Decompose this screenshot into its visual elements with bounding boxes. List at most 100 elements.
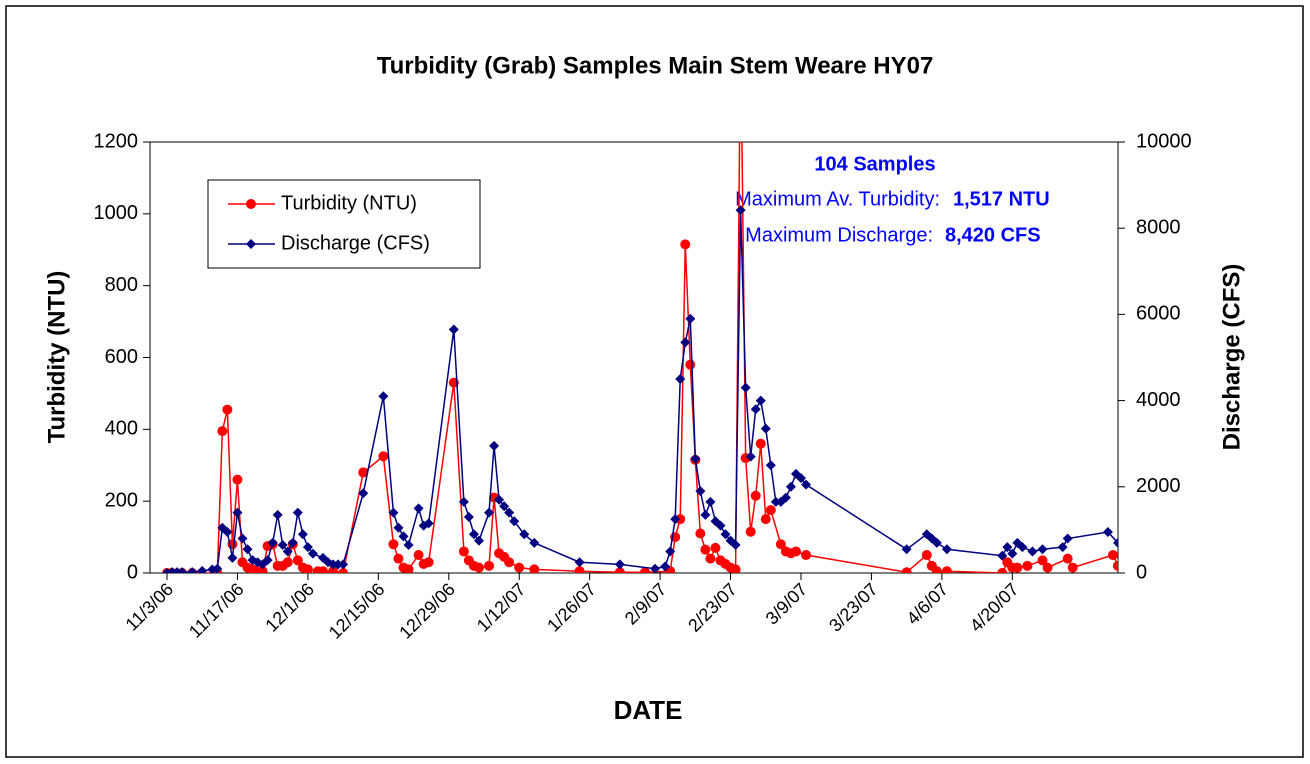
data-point (680, 239, 691, 250)
data-point (745, 526, 756, 537)
data-point (217, 426, 228, 437)
data-point (267, 537, 278, 548)
data-point (473, 535, 484, 546)
data-point (222, 527, 233, 538)
data-point (755, 395, 766, 406)
legend-box (207, 179, 481, 269)
data-point (780, 492, 791, 503)
y-tick-label: 800 (105, 274, 138, 296)
data-point (705, 553, 716, 564)
data-point (680, 337, 691, 348)
data-point (710, 542, 721, 553)
data-point (413, 503, 424, 514)
data-point (484, 507, 495, 518)
data-point (393, 522, 404, 533)
data-point (338, 568, 349, 573)
data-point (801, 550, 812, 561)
data-point (796, 473, 806, 484)
data-point (212, 563, 223, 573)
chart-title: Turbidity (Grab) Samples Main Stem Weare… (377, 52, 934, 79)
data-point (499, 501, 510, 512)
data-point (760, 423, 771, 434)
data-point (378, 451, 389, 462)
data-point (1037, 555, 1048, 566)
data-point (640, 567, 651, 573)
data-point (755, 438, 766, 449)
data-point (931, 566, 942, 573)
data-point (292, 507, 303, 518)
data-point (287, 537, 298, 548)
data-point (785, 481, 796, 492)
data-point (177, 567, 188, 573)
data-point (1037, 544, 1048, 555)
data-point (750, 490, 761, 501)
data-point (750, 404, 761, 415)
y2-tick-label: 10000 (1136, 130, 1192, 152)
y-tick-label: 1000 (94, 202, 139, 224)
data-point (775, 539, 786, 550)
data-point (1113, 560, 1118, 571)
data-point (690, 453, 701, 464)
data-point (720, 529, 731, 540)
y-tick-label: 1200 (94, 130, 139, 152)
data-point (262, 555, 273, 566)
data-point (931, 537, 942, 548)
data-point (735, 205, 746, 216)
data-point (901, 544, 912, 555)
data-point (307, 548, 318, 559)
y2-axis-title: Discharge (CFS) (1218, 264, 1245, 451)
data-point (388, 539, 399, 550)
data-point (1113, 537, 1118, 548)
data-point (504, 507, 515, 518)
data-point (730, 564, 741, 573)
data-point (292, 555, 303, 566)
data-point (328, 566, 339, 573)
data-point (197, 565, 208, 573)
data-point (660, 561, 671, 572)
data-point (423, 557, 434, 568)
data-point (901, 567, 912, 573)
data-point (1007, 548, 1018, 559)
data-point (398, 531, 409, 542)
data-point (473, 562, 484, 573)
data-point (317, 566, 328, 573)
data-point (675, 374, 686, 385)
data-point (695, 486, 706, 497)
data-point (801, 479, 812, 490)
data-point (1042, 562, 1053, 573)
data-point (740, 382, 751, 393)
data-point (574, 557, 585, 568)
data-point (715, 520, 726, 531)
data-point (297, 529, 308, 540)
data-point (790, 546, 801, 557)
data-point (1002, 542, 1013, 553)
data-point (650, 563, 661, 573)
data-point (413, 550, 424, 561)
data-point (504, 557, 515, 568)
data-point (614, 559, 625, 570)
data-point (393, 553, 404, 564)
data-point (489, 440, 500, 451)
data-point (333, 559, 344, 570)
y-tick-label: 400 (105, 418, 138, 440)
data-point (282, 557, 293, 568)
annotation: 8,420 CFS (945, 224, 1041, 246)
data-point (509, 516, 520, 527)
data-point (232, 507, 243, 518)
legend-marker (246, 239, 256, 249)
data-point (685, 359, 696, 370)
data-point (358, 467, 369, 478)
y2-tick-label: 8000 (1136, 216, 1181, 238)
data-point (1017, 542, 1028, 553)
data-point (1062, 553, 1073, 564)
y2-tick-label: 0 (1136, 561, 1147, 583)
data-point (242, 544, 253, 555)
data-point (302, 564, 313, 573)
data-point (700, 509, 711, 520)
data-point (745, 451, 756, 462)
data-point (670, 514, 681, 525)
data-point (338, 559, 349, 570)
y-tick-label: 200 (105, 489, 138, 511)
data-point (765, 460, 776, 471)
